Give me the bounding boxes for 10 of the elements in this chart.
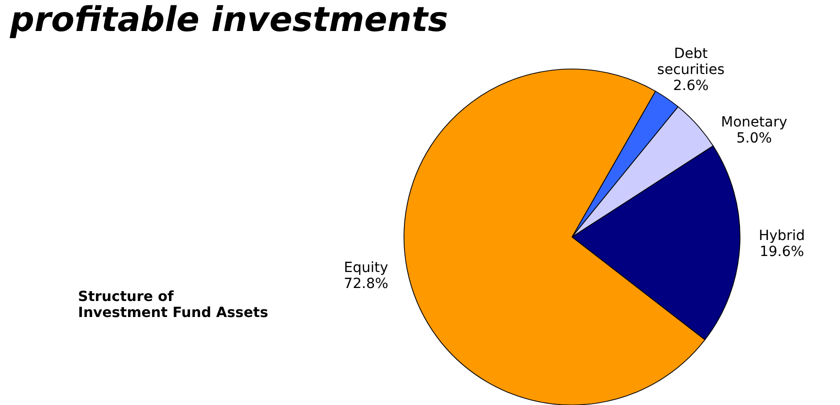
slice-label: Equity [344,260,388,276]
text: Structure of Investment Fund Assets [78,289,268,321]
slice-label: Monetary [721,114,788,130]
data-label: 5.0% [736,130,772,146]
chart-title: profitable investments [9,0,448,40]
data-label: 19.6% [760,244,804,260]
data-label: 2.6% [673,78,709,94]
data-label: 72.8% [344,276,388,292]
slice-label: Hybrid [758,228,805,244]
slice-label: Debt securities [657,46,725,78]
